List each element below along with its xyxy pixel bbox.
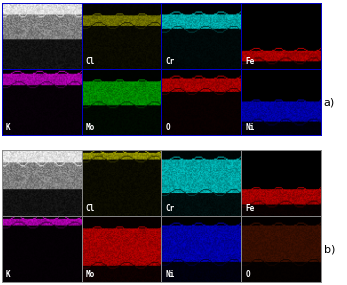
Text: Mo: Mo [85, 270, 95, 279]
Text: Cr: Cr [166, 57, 175, 66]
Text: K: K [6, 123, 10, 132]
Text: O: O [166, 123, 170, 132]
Text: Ni: Ni [166, 270, 175, 279]
Text: O: O [245, 270, 250, 279]
Text: Fe: Fe [245, 57, 254, 66]
Text: Cl: Cl [85, 57, 95, 66]
Text: Cl: Cl [85, 203, 95, 213]
Text: Mo: Mo [85, 123, 95, 132]
Text: Ni: Ni [245, 123, 254, 132]
Text: Cr: Cr [166, 203, 175, 213]
Text: Fe: Fe [245, 203, 254, 213]
Text: K: K [6, 270, 10, 279]
Text: b): b) [324, 244, 335, 254]
Text: a): a) [324, 97, 335, 107]
